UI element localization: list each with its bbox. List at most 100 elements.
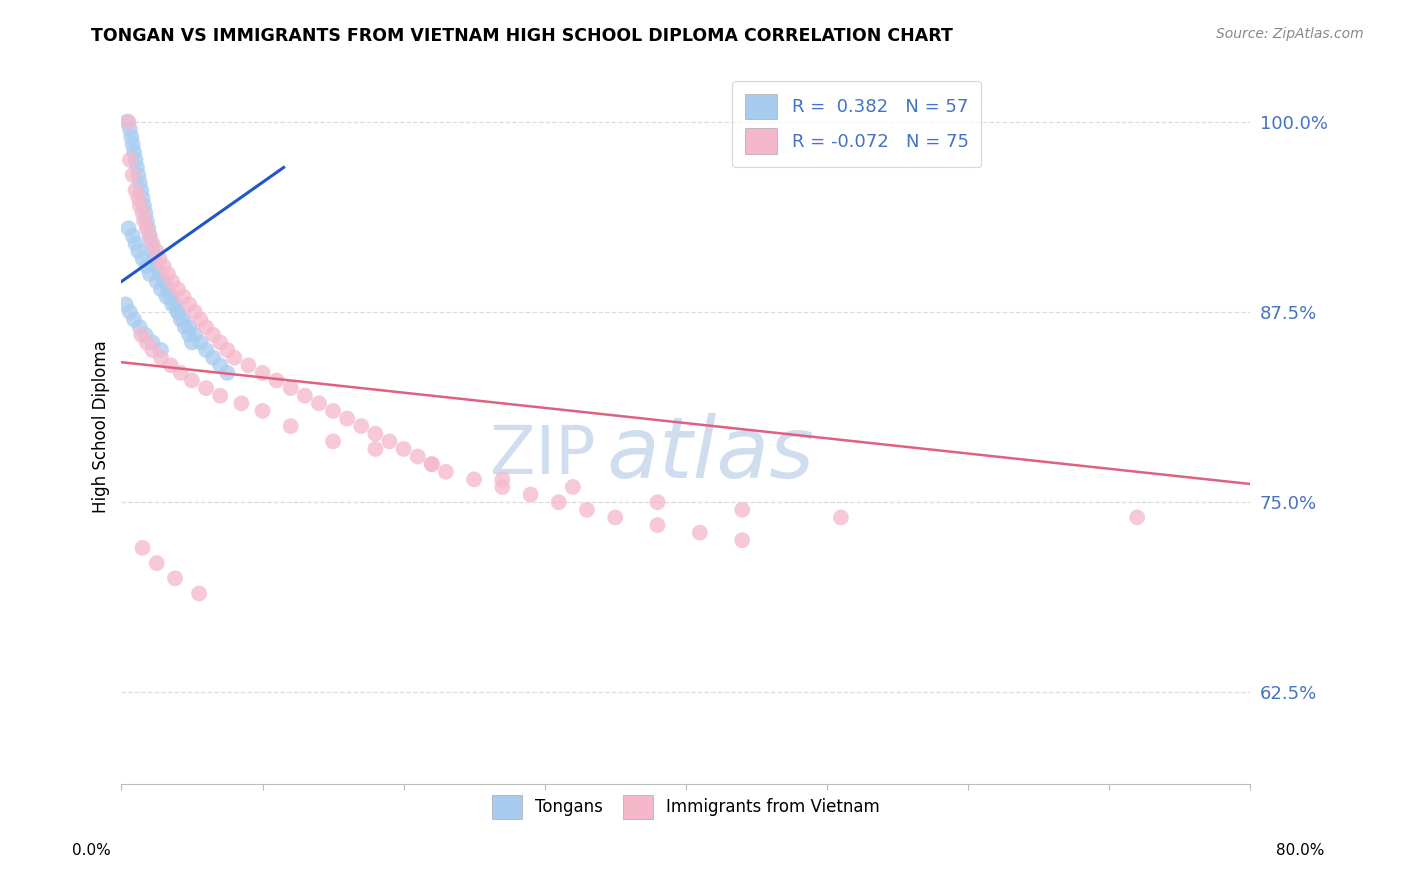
Point — [152, 275, 174, 289]
Point — [406, 450, 429, 464]
Point — [231, 396, 253, 410]
Point — [131, 252, 153, 266]
Point — [167, 305, 190, 319]
Point — [830, 510, 852, 524]
Point — [202, 327, 225, 342]
Point — [266, 374, 288, 388]
Point — [350, 419, 373, 434]
Point — [135, 335, 157, 350]
Point — [179, 297, 201, 311]
Point — [128, 176, 150, 190]
Point — [132, 213, 155, 227]
Point — [252, 404, 274, 418]
Point — [134, 327, 156, 342]
Point — [145, 260, 167, 274]
Point — [174, 320, 197, 334]
Point — [420, 457, 443, 471]
Point — [252, 366, 274, 380]
Point — [280, 419, 302, 434]
Point — [121, 137, 143, 152]
Point — [188, 586, 211, 600]
Point — [294, 389, 316, 403]
Point — [141, 335, 163, 350]
Point — [519, 487, 541, 501]
Point — [160, 275, 183, 289]
Point — [135, 213, 157, 227]
Point — [124, 183, 146, 197]
Point — [117, 115, 139, 129]
Point — [124, 236, 146, 251]
Point — [181, 374, 204, 388]
Text: atlas: atlas — [607, 413, 814, 496]
Point — [131, 191, 153, 205]
Point — [136, 221, 159, 235]
Point — [392, 442, 415, 456]
Point — [209, 335, 232, 350]
Point — [129, 183, 152, 197]
Point — [135, 260, 157, 274]
Point — [134, 206, 156, 220]
Point — [156, 267, 179, 281]
Point — [135, 221, 157, 235]
Point — [145, 556, 167, 570]
Point — [121, 168, 143, 182]
Point — [127, 244, 149, 259]
Point — [145, 244, 167, 259]
Point — [280, 381, 302, 395]
Text: 0.0%: 0.0% — [72, 843, 111, 858]
Y-axis label: High School Diploma: High School Diploma — [93, 340, 110, 513]
Point — [159, 358, 181, 372]
Point — [117, 221, 139, 235]
Point — [114, 297, 136, 311]
Point — [145, 275, 167, 289]
Point — [122, 312, 145, 326]
Point — [148, 252, 170, 266]
Point — [139, 236, 162, 251]
Point — [138, 267, 160, 281]
Point — [131, 206, 153, 220]
Point — [179, 327, 201, 342]
Point — [149, 351, 172, 365]
Point — [141, 244, 163, 259]
Point — [167, 305, 190, 319]
Point — [127, 168, 149, 182]
Point — [364, 442, 387, 456]
Point — [238, 358, 260, 372]
Point — [420, 457, 443, 471]
Point — [129, 327, 152, 342]
Text: ZIP: ZIP — [491, 422, 595, 488]
Point — [195, 320, 218, 334]
Point — [209, 358, 232, 372]
Legend: Tongans, Immigrants from Vietnam: Tongans, Immigrants from Vietnam — [485, 789, 887, 825]
Point — [605, 510, 627, 524]
Point — [155, 290, 177, 304]
Point — [336, 411, 359, 425]
Point — [156, 282, 179, 296]
Point — [142, 252, 165, 266]
Point — [184, 327, 207, 342]
Point — [148, 267, 170, 281]
Point — [647, 495, 669, 509]
Point — [138, 228, 160, 243]
Point — [159, 290, 181, 304]
Point — [1126, 510, 1149, 524]
Point — [322, 404, 344, 418]
Point — [170, 312, 193, 326]
Point — [149, 343, 172, 357]
Point — [689, 525, 711, 540]
Point — [167, 282, 190, 296]
Text: TONGAN VS IMMIGRANTS FROM VIETNAM HIGH SCHOOL DIPLOMA CORRELATION CHART: TONGAN VS IMMIGRANTS FROM VIETNAM HIGH S… — [91, 27, 953, 45]
Text: 80.0%: 80.0% — [1277, 843, 1324, 858]
Point — [128, 320, 150, 334]
Point — [217, 366, 239, 380]
Point — [128, 198, 150, 212]
Point — [115, 115, 138, 129]
Point — [152, 260, 174, 274]
Point — [165, 297, 187, 311]
Point — [184, 305, 207, 319]
Point — [170, 366, 193, 380]
Point — [202, 351, 225, 365]
Point — [141, 343, 163, 357]
Point — [364, 426, 387, 441]
Point — [132, 198, 155, 212]
